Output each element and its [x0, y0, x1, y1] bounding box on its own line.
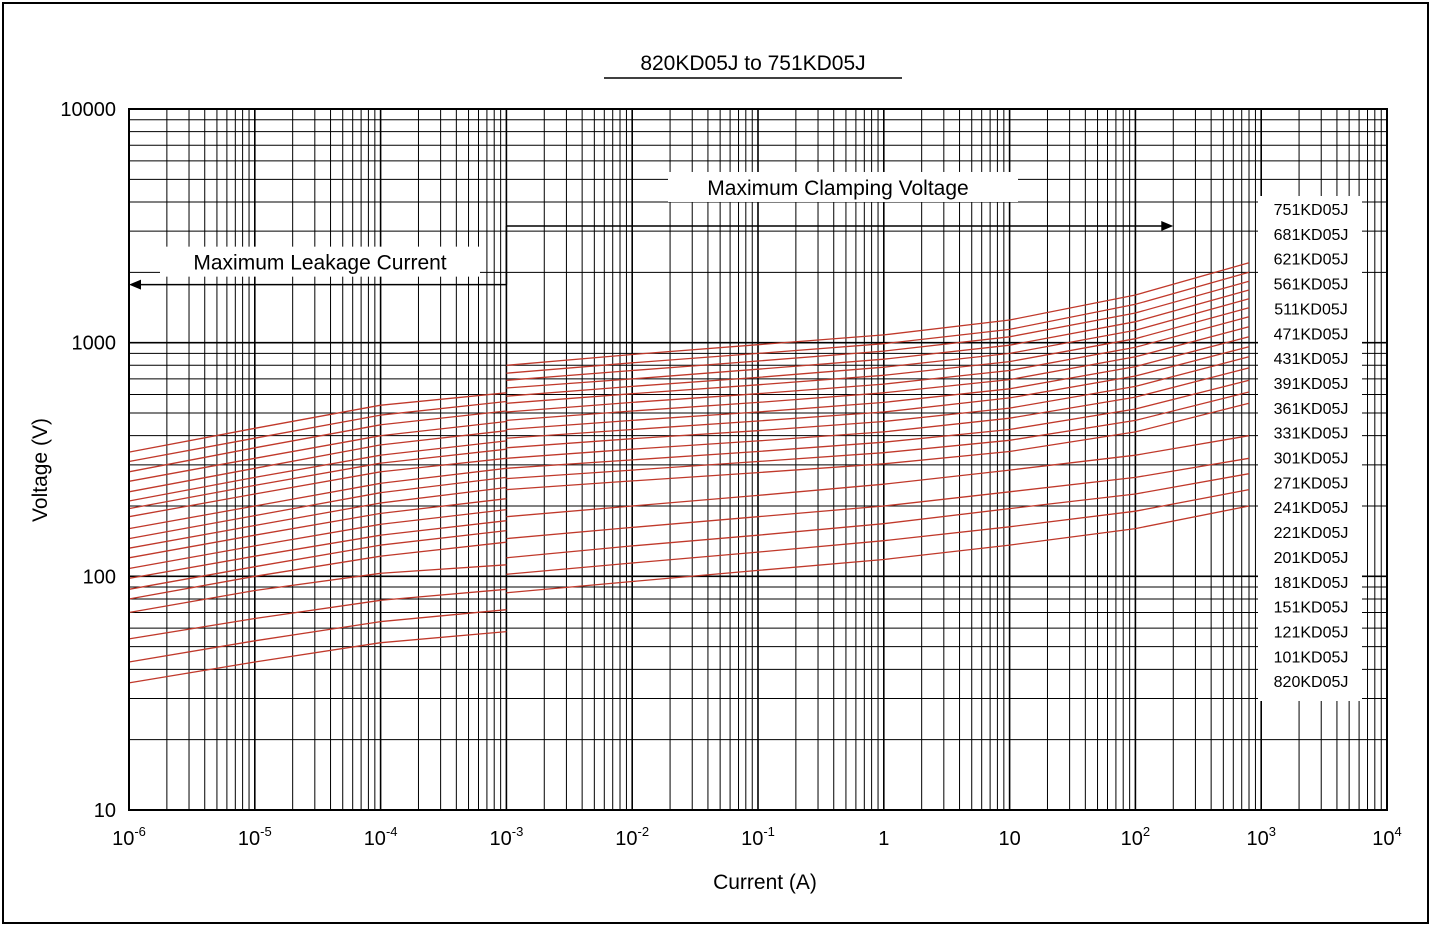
series-line-221KD05J-leakage	[128, 520, 507, 580]
y-tick-label: 10000	[60, 99, 116, 121]
legend-entry: 391KD05J	[1274, 376, 1349, 393]
legend-entry: 181KD05J	[1274, 575, 1349, 592]
legend-entry: 301KD05J	[1274, 451, 1349, 468]
series-line-621KD05J-clamping	[506, 280, 1250, 381]
series-line-361KD05J-leakage	[128, 467, 507, 530]
series-line-391KD05J-clamping	[506, 326, 1250, 422]
legend-entry: 621KD05J	[1274, 252, 1349, 269]
series-line-431KD05J-leakage	[128, 448, 507, 510]
legend-entry: 820KD05J	[1274, 674, 1349, 691]
series-line-561KD05J-clamping	[506, 289, 1250, 389]
series-line-151KD05J-clamping	[506, 457, 1250, 540]
clamping-label-box	[668, 171, 1018, 202]
series-line-361KD05J-clamping	[506, 336, 1250, 431]
y-axis-label: Voltage (V)	[29, 418, 52, 522]
series-line-301KD05J-leakage	[128, 486, 507, 549]
x-tick-label: 103	[1246, 824, 1275, 850]
clamping-label: Maximum Clamping Voltage	[707, 177, 968, 200]
x-axis-label: Current (A)	[713, 871, 817, 894]
series-line-820KD05J-leakage	[128, 630, 507, 684]
x-tick-label: 10-1	[741, 824, 775, 850]
legend-box	[1258, 196, 1362, 701]
legend-entry: 101KD05J	[1274, 649, 1349, 666]
axes: 10-6 10-5 10-4 10-3 10-2 10-1 1 10 102 103 104 10 10…	[60, 99, 1401, 850]
y-tick-label: 10	[94, 800, 116, 822]
series-line-331KD05J-leakage	[128, 476, 507, 540]
x-tick-label: 1	[878, 828, 889, 850]
series-line-391KD05J-leakage	[128, 457, 507, 518]
series-line-101KD05J-clamping	[506, 488, 1250, 575]
leakage-label-box	[160, 246, 480, 277]
series-line-121KD05J-leakage	[128, 588, 507, 640]
leakage-arrow-head	[129, 279, 141, 290]
legend-entry: 201KD05J	[1274, 550, 1349, 567]
series-line-221KD05J-clamping	[506, 391, 1250, 480]
x-tick-label: 10	[998, 828, 1020, 850]
series-line-331KD05J-clamping	[506, 346, 1250, 439]
series-line-471KD05J-leakage	[128, 440, 507, 502]
series-line-820KD05J-clamping	[506, 505, 1250, 594]
series-line-201KD05J-leakage	[128, 529, 507, 590]
legend-entry: 511KD05J	[1274, 301, 1348, 318]
x-tick-label: 10-2	[615, 824, 649, 850]
x-tick-label: 10-4	[364, 824, 398, 850]
legend-entry: 681KD05J	[1274, 227, 1349, 244]
series-line-101KD05J-leakage	[128, 609, 507, 663]
series-line-201KD05J-clamping	[506, 402, 1250, 491]
series-line-181KD05J-clamping	[506, 435, 1250, 518]
series-line-751KD05J-clamping	[506, 262, 1250, 366]
x-tick-label: 10-3	[489, 824, 523, 850]
legend-entry: 471KD05J	[1274, 326, 1349, 343]
x-tick-label: 102	[1121, 824, 1150, 850]
plot-border	[128, 108, 1388, 811]
series-line-121KD05J-clamping	[506, 473, 1250, 559]
legend-entry: 751KD05J	[1274, 202, 1349, 219]
annotations: Maximum Leakage Current Maximum Clamping …	[129, 171, 1174, 290]
chart-title: 820KD05J to 751KD05J	[640, 52, 865, 75]
series-line-241KD05J-clamping	[506, 379, 1250, 469]
series-line-681KD05J-clamping	[506, 271, 1250, 374]
legend-entry: 361KD05J	[1274, 401, 1349, 418]
series-line-431KD05J-clamping	[506, 316, 1250, 413]
series-line-271KD05J-clamping	[506, 367, 1250, 459]
x-tick-label: 10-6	[112, 824, 146, 850]
clamping-arrow-head	[1161, 220, 1174, 231]
legend-entry: 121KD05J	[1274, 624, 1349, 641]
legend-entry: 221KD05J	[1274, 525, 1349, 542]
legend-entry: 271KD05J	[1274, 475, 1349, 492]
series-line-471KD05J-clamping	[506, 307, 1250, 404]
y-tick-label: 100	[83, 566, 116, 588]
legend-entry: 561KD05J	[1274, 277, 1349, 294]
legend-entry: 331KD05J	[1274, 426, 1349, 443]
legend-entry: 241KD05J	[1274, 500, 1349, 517]
series-line-751KD05J-leakage	[128, 392, 507, 453]
series-line-241KD05J-leakage	[128, 508, 507, 570]
series-line-181KD05J-leakage	[128, 541, 507, 600]
series-lines	[128, 262, 1250, 684]
series-line-511KD05J-clamping	[506, 298, 1250, 397]
series-legend: 751KD05J 681KD05J 621KD05J 561KD05J 511KD05J…	[1258, 196, 1362, 701]
x-tick-label: 10-5	[238, 824, 272, 850]
series-line-621KD05J-leakage	[128, 410, 507, 473]
series-line-151KD05J-leakage	[128, 564, 507, 614]
y-tick-label: 1000	[72, 333, 117, 355]
series-line-511KD05J-leakage	[128, 430, 507, 493]
series-line-271KD05J-leakage	[128, 498, 507, 559]
series-line-301KD05J-clamping	[506, 356, 1250, 449]
series-line-561KD05J-leakage	[128, 420, 507, 482]
legend-entry: 431KD05J	[1274, 351, 1349, 368]
x-tick-label: 104	[1372, 824, 1401, 850]
legend-entry: 151KD05J	[1274, 600, 1349, 617]
leakage-label: Maximum Leakage Current	[193, 252, 446, 275]
grid	[128, 109, 1387, 811]
series-line-681KD05J-leakage	[128, 400, 507, 463]
